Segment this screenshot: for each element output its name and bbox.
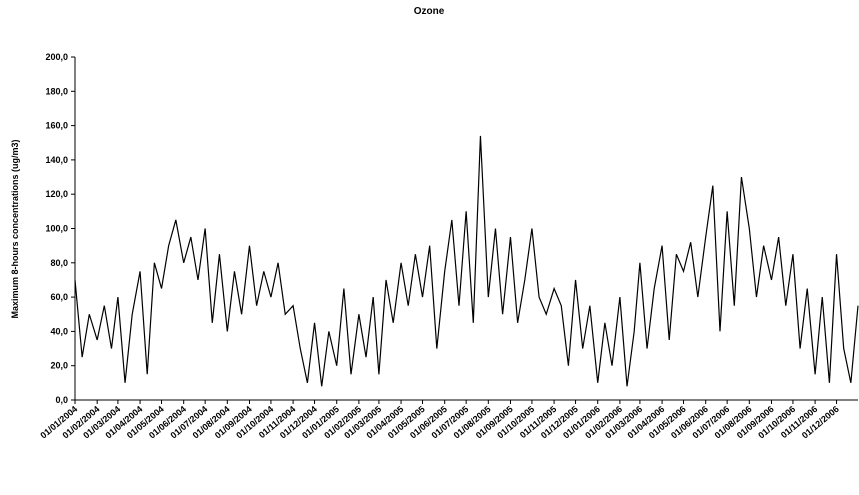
chart-title: Ozone bbox=[414, 6, 445, 17]
y-tick-label: 0,0 bbox=[55, 395, 68, 405]
y-tick-label: 180,0 bbox=[45, 86, 68, 96]
y-tick-label: 120,0 bbox=[45, 189, 68, 199]
y-tick-label: 40,0 bbox=[50, 326, 68, 336]
series-line bbox=[74, 135, 859, 387]
y-tick-label: 200,0 bbox=[45, 52, 68, 62]
y-axis-label: Maximum 8-hours concentrations (ug/m3) bbox=[10, 139, 20, 318]
y-tick-label: 160,0 bbox=[45, 121, 68, 131]
y-tick-label: 80,0 bbox=[50, 258, 68, 268]
y-tick-label: 60,0 bbox=[50, 292, 68, 302]
y-tick-label: 20,0 bbox=[50, 361, 68, 371]
y-tick-label: 100,0 bbox=[45, 224, 68, 234]
y-tick-label: 140,0 bbox=[45, 155, 68, 165]
